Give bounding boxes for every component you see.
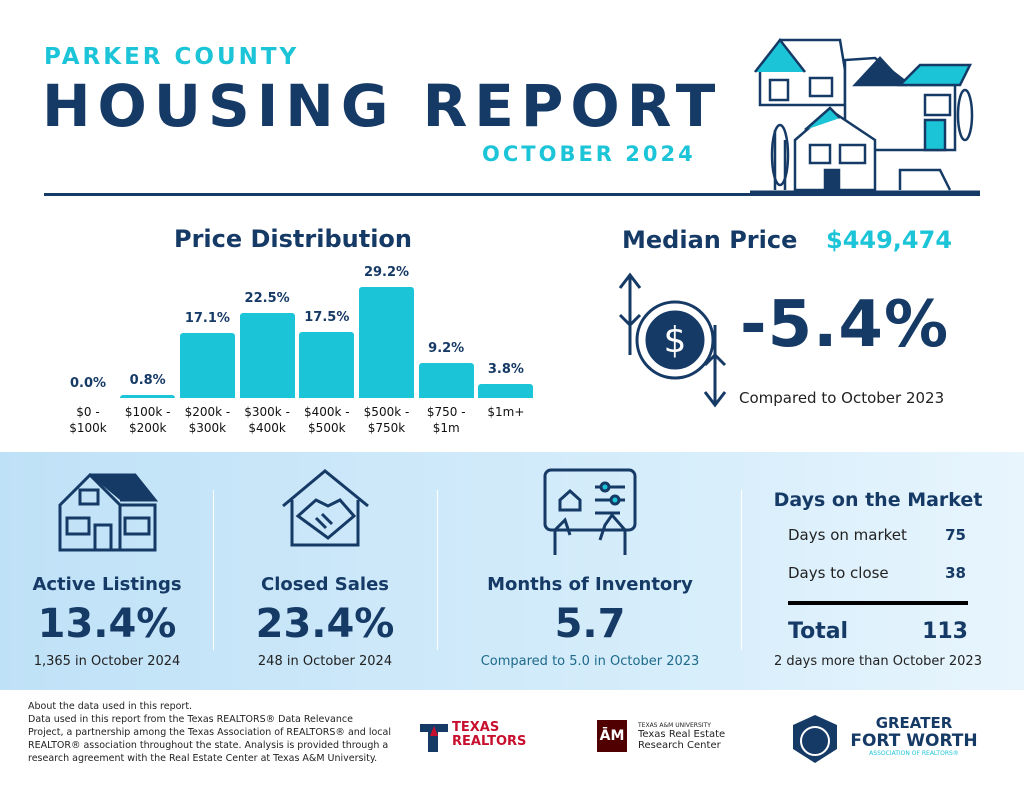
divider [437, 490, 438, 650]
value-label: 3.8% [487, 361, 524, 377]
period: OCTOBER 2024 [482, 142, 696, 166]
bar [120, 394, 176, 398]
texas-realtors-mark [420, 724, 448, 752]
stat-value: 13.4% [37, 601, 177, 647]
x-tick-label: $750 - $1m [426, 405, 466, 435]
stat-note: Compared to 5.0 in October 2023 [480, 654, 700, 669]
stat-note: 248 in October 2024 [257, 654, 393, 669]
bar [299, 331, 355, 398]
footer-line: Data used in this report from the Texas … [28, 714, 353, 725]
svg-text:$: $ [664, 320, 687, 361]
stats-band [0, 452, 1024, 690]
stat-value: 5.7 [554, 601, 626, 647]
days-row-label: Days on market [788, 526, 907, 544]
gfw-logo: GREATER FORT WORTH ASSOCIATION OF REALTO… [850, 714, 977, 758]
days-row-value: 38 [945, 564, 966, 582]
median-note: Compared to October 2023 [739, 389, 945, 407]
footer-line: Project, a partnership among the Texas A… [28, 727, 391, 738]
x-tick-label: $500k - $750k [363, 405, 410, 435]
stat-label: Active Listings [32, 574, 182, 595]
days-note: 2 days more than October 2023 [774, 654, 982, 669]
value-label: 17.1% [184, 311, 230, 327]
divider [213, 490, 214, 650]
bar [239, 312, 295, 398]
stat-note: 1,365 in October 2024 [33, 654, 181, 669]
days-total-value: 113 [922, 619, 968, 644]
x-tick-label: $100k - $200k [124, 405, 171, 435]
stat-label: Months of Inventory [487, 574, 693, 595]
days-total-label: Total [788, 619, 849, 644]
texas-realtors: TEXAS REALTORS [452, 721, 526, 749]
county: PARKER COUNTY [44, 44, 300, 70]
tablet-icon [543, 468, 637, 555]
logo-text: FORT WORTH [850, 731, 978, 751]
logo-text: REALTORS [452, 734, 527, 749]
x-tick-label: $200k - $300k [184, 405, 231, 435]
median-label: Median Price [622, 226, 798, 254]
bar [179, 333, 235, 398]
tamu-mark: ĀM [597, 720, 627, 752]
stat-value: 23.4% [255, 601, 395, 647]
logo-text: TEXAS [452, 720, 500, 735]
bar [418, 363, 474, 398]
logo-text: ASSOCIATION OF REALTORS® [869, 750, 959, 757]
days-row-value: 75 [945, 526, 966, 544]
value-label: 22.5% [244, 290, 290, 306]
bar [359, 287, 414, 398]
median-value: $449,474 [826, 226, 953, 254]
value-label: 0.0% [69, 376, 107, 391]
houses-illustration [750, 37, 980, 194]
footer-line: research agreement with the Real Estate … [28, 753, 378, 764]
logo-text: GREATER [875, 714, 953, 732]
listing-icon [58, 472, 159, 552]
value-label: 0.8% [129, 372, 166, 388]
divider [741, 490, 742, 650]
footer-line: REALTOR® association throughout the stat… [28, 740, 389, 751]
footer-line: About the data used in this report. [28, 701, 193, 712]
report-title: HOUSING REPORT [42, 72, 723, 140]
handshake-icon [282, 469, 369, 547]
price-change-icon: $ [618, 272, 727, 408]
x-tick-label: $300k - $400k [244, 405, 290, 435]
header-rule [44, 193, 980, 196]
days-title: Days on the Market [773, 489, 983, 511]
bar [478, 383, 534, 398]
value-label: 29.2% [363, 265, 410, 281]
days-rule [788, 601, 968, 605]
x-tick-label: $0 - $100k [69, 405, 107, 435]
logo-text: Research Center [638, 740, 721, 751]
x-tick-label: $1m+ [487, 405, 525, 419]
tamu-logo: TEXAS A&M UNIVERSITY Texas Real Estate R… [638, 722, 725, 751]
logo-text: Texas Real Estate [638, 729, 726, 740]
price-chart: 0.0% $0 - $100k 0.8% $100k - $200k 17.1% $200… [69, 265, 534, 435]
median-change: -5.4% [740, 288, 950, 362]
stat-label: Closed Sales [260, 574, 390, 595]
chart-title: Price Distribution [173, 225, 413, 253]
value-label: 17.5% [304, 309, 350, 325]
x-tick-label: $400k - $500k [303, 405, 350, 435]
gfw-mark [793, 715, 837, 763]
days-row-label: Days to close [788, 564, 889, 582]
logo-text: TEXAS A&M UNIVERSITY [638, 722, 711, 729]
footer-text: About the data used in this report. Data … [28, 700, 391, 765]
value-label: 9.2% [428, 341, 465, 357]
